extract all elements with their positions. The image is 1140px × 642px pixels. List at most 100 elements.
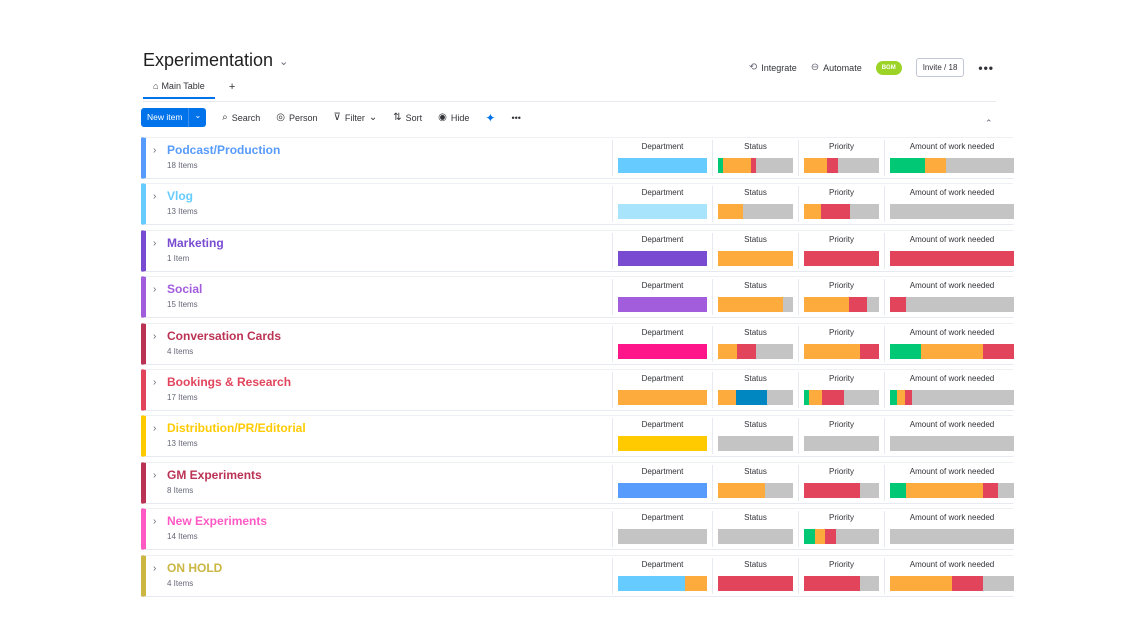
chevron-right-icon[interactable]: ›	[153, 376, 157, 388]
priority-summary-bar[interactable]	[804, 250, 879, 266]
work-amount-summary-bar[interactable]	[890, 158, 1014, 173]
chevron-right-icon[interactable]: ›	[153, 330, 157, 342]
status-column[interactable]: Status	[712, 279, 798, 316]
work-amount-column[interactable]: Amount of work needed	[884, 371, 1019, 408]
group-title[interactable]: Vlog	[167, 189, 193, 204]
chevron-down-icon[interactable]: ⌄	[188, 108, 206, 127]
status-summary-bar[interactable]	[718, 436, 793, 452]
status-column[interactable]: Status	[712, 557, 798, 594]
group-title[interactable]: GM Experiments	[167, 467, 262, 482]
priority-summary-bar[interactable]	[804, 158, 879, 173]
work-amount-column[interactable]: Amount of work needed	[884, 140, 1019, 176]
priority-column[interactable]: Priority	[798, 140, 884, 176]
status-column[interactable]: Status	[712, 511, 798, 548]
priority-summary-bar[interactable]	[804, 343, 879, 359]
search-button[interactable]: ⌕ Search	[222, 112, 260, 123]
chevron-down-icon[interactable]: ⌄	[279, 56, 289, 68]
invite-button[interactable]: Invite / 18	[915, 58, 965, 77]
tab-main-table[interactable]: ⌂ Main Table	[143, 81, 215, 99]
chevron-right-icon[interactable]: ›	[153, 469, 157, 481]
work-amount-column[interactable]: Amount of work needed	[884, 511, 1019, 548]
toolbar-more-icon[interactable]: •••	[511, 112, 521, 123]
group-title[interactable]: Conversation Cards	[167, 328, 282, 343]
work-amount-column[interactable]: Amount of work needed	[884, 186, 1019, 223]
integrate-button[interactable]: ⟲ Integrate	[749, 62, 797, 73]
group-title[interactable]: Podcast/Production	[167, 143, 281, 157]
department-summary-bar[interactable]	[618, 389, 707, 405]
chevron-right-icon[interactable]: ›	[153, 145, 157, 156]
group[interactable]: › Marketing 1 Item Department Status Priority…	[141, 229, 1014, 272]
priority-summary-bar[interactable]	[804, 297, 879, 313]
department-column[interactable]: Department	[612, 232, 712, 269]
status-summary-bar[interactable]	[718, 158, 793, 173]
avatar-group[interactable]: BGM	[875, 60, 902, 75]
department-summary-bar[interactable]	[618, 575, 707, 591]
department-summary-bar[interactable]	[618, 436, 707, 452]
priority-summary-bar[interactable]	[804, 575, 879, 591]
priority-column[interactable]: Priority	[798, 557, 884, 594]
priority-column[interactable]: Priority	[798, 418, 884, 455]
collapse-all-icon[interactable]: ⌃	[985, 118, 993, 128]
status-column[interactable]: Status	[712, 464, 798, 501]
status-summary-bar[interactable]	[718, 343, 793, 359]
group[interactable]: › Conversation Cards 4 Items Department Stat…	[141, 322, 1014, 365]
work-amount-summary-bar[interactable]	[890, 343, 1014, 359]
person-filter-button[interactable]: ◎ Person	[276, 112, 317, 123]
chevron-right-icon[interactable]: ›	[153, 191, 157, 203]
new-item-label[interactable]: New item	[147, 112, 183, 122]
department-column[interactable]: Department	[612, 186, 712, 223]
chevron-right-icon[interactable]: ›	[153, 237, 157, 249]
priority-column[interactable]: Priority	[798, 186, 884, 223]
status-column[interactable]: Status	[712, 232, 798, 269]
work-amount-column[interactable]: Amount of work needed	[884, 232, 1019, 269]
work-amount-column[interactable]: Amount of work needed	[884, 279, 1019, 316]
priority-column[interactable]: Priority	[798, 325, 884, 362]
status-column[interactable]: Status	[712, 418, 798, 455]
work-amount-summary-bar[interactable]	[890, 297, 1014, 313]
work-amount-summary-bar[interactable]	[890, 389, 1014, 405]
group-title[interactable]: ON HOLD	[167, 560, 223, 575]
automate-button[interactable]: ⊖ Automate	[811, 62, 862, 73]
priority-summary-bar[interactable]	[804, 529, 879, 545]
group[interactable]: › Podcast/Production 18 Items Department Sta…	[141, 137, 1014, 179]
status-summary-bar[interactable]	[718, 297, 793, 313]
status-summary-bar[interactable]	[718, 575, 793, 591]
chevron-right-icon[interactable]: ›	[153, 423, 157, 435]
ai-assistant-icon[interactable]: ✦	[485, 110, 496, 125]
department-summary-bar[interactable]	[618, 158, 707, 173]
priority-column[interactable]: Priority	[798, 371, 884, 408]
add-view-button[interactable]: +	[228, 81, 236, 93]
work-amount-summary-bar[interactable]	[890, 575, 1014, 591]
work-amount-summary-bar[interactable]	[890, 529, 1014, 545]
priority-column[interactable]: Priority	[798, 464, 884, 501]
board-title[interactable]: Experimentation ⌄	[143, 50, 288, 71]
group[interactable]: › New Experiments 14 Items Department Status…	[141, 508, 1014, 551]
status-summary-bar[interactable]	[718, 204, 793, 220]
work-amount-summary-bar[interactable]	[890, 250, 1014, 266]
status-summary-bar[interactable]	[718, 250, 793, 266]
group[interactable]: › Distribution/PR/Editorial 13 Items Depart…	[141, 415, 1014, 458]
priority-column[interactable]: Priority	[798, 511, 884, 548]
department-summary-bar[interactable]	[618, 529, 707, 545]
chevron-right-icon[interactable]: ›	[153, 284, 157, 296]
priority-summary-bar[interactable]	[804, 204, 879, 220]
group[interactable]: › Vlog 13 Items Department Status Priority Amo…	[141, 183, 1014, 226]
status-summary-bar[interactable]	[718, 389, 793, 405]
work-amount-summary-bar[interactable]	[890, 482, 1014, 498]
department-column[interactable]: Department	[612, 279, 712, 316]
chevron-right-icon[interactable]: ›	[153, 516, 157, 528]
department-column[interactable]: Department	[612, 464, 712, 501]
status-summary-bar[interactable]	[718, 482, 793, 498]
filter-button[interactable]: ⊽ Filter ⌄	[334, 112, 378, 123]
department-column[interactable]: Department	[612, 418, 712, 455]
status-column[interactable]: Status	[712, 140, 798, 176]
department-summary-bar[interactable]	[618, 297, 707, 313]
status-summary-bar[interactable]	[718, 529, 793, 545]
group[interactable]: › Social 15 Items Department Status Priority A…	[141, 276, 1014, 319]
sort-button[interactable]: ⇅ Sort	[393, 112, 422, 123]
department-column[interactable]: Department	[612, 511, 712, 548]
group-title[interactable]: Marketing	[167, 235, 224, 250]
group[interactable]: › Bookings & Research 17 Items Department St…	[141, 368, 1014, 411]
priority-summary-bar[interactable]	[804, 482, 879, 498]
department-column[interactable]: Department	[612, 371, 712, 408]
